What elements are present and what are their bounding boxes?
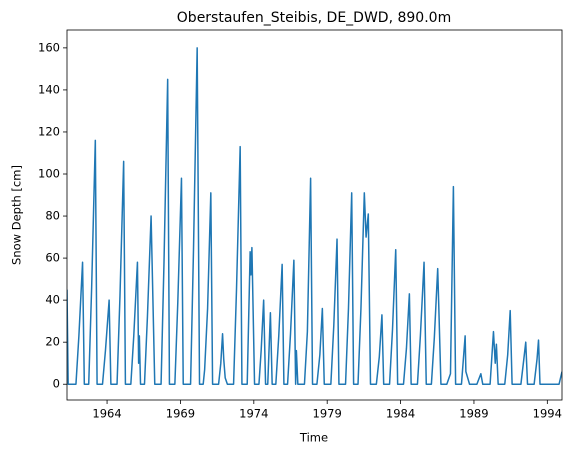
x-tick-label: 1964 (92, 407, 121, 421)
y-tick-label: 140 (38, 82, 60, 96)
x-tick-label: 1984 (386, 407, 415, 421)
x-axis-label: Time (299, 431, 328, 445)
y-tick-label: 120 (38, 124, 60, 138)
y-axis-label: Snow Depth [cm] (10, 165, 24, 265)
x-tick-label: 1989 (459, 407, 488, 421)
y-tick-label: 40 (45, 293, 60, 307)
x-tick-label: 1969 (166, 407, 195, 421)
y-tick-label: 20 (45, 335, 60, 349)
y-tick-label: 160 (38, 40, 60, 54)
x-tick-label: 1979 (313, 407, 342, 421)
plot-frame (66, 29, 563, 401)
y-tick-label: 80 (45, 209, 60, 223)
data-line (67, 47, 562, 385)
x-tick-label: 1994 (533, 407, 562, 421)
x-tick-label: 1974 (239, 407, 268, 421)
y-tick-label: 100 (38, 167, 60, 181)
y-tick-label: 0 (53, 377, 60, 391)
chart-title: Oberstaufen_Steibis, DE_DWD, 890.0m (177, 10, 451, 26)
y-tick-label: 60 (45, 251, 60, 265)
